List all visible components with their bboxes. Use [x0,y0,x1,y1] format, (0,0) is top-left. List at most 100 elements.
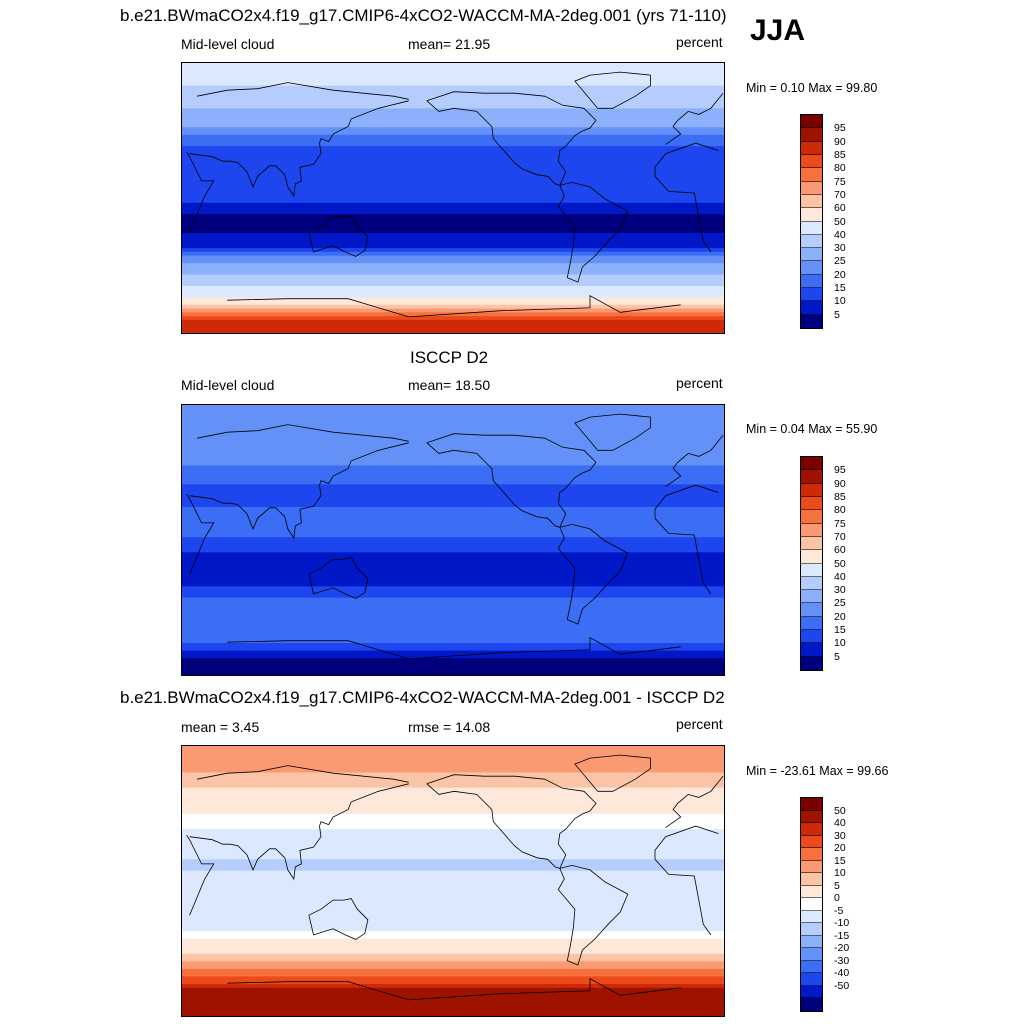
coastline [426,433,597,528]
map-latitude-band [182,323,724,329]
map-latitude-band [182,746,724,751]
map-latitude-band [182,202,724,208]
colorbar-swatch [801,154,822,169]
map-latitude-band [182,806,724,811]
colorbar-tick-label: -30 [834,954,850,967]
map-svg [182,63,724,333]
coastline [308,557,369,599]
coastline [197,82,724,145]
map-latitude-band [182,601,724,606]
panel-3-colorbar [800,797,823,1012]
map-latitude-band [182,244,724,249]
map-latitude-band [182,669,724,674]
map-latitude-band [182,586,724,591]
colorbar-swatch [801,510,822,524]
colorbar-tick-label: 90 [834,477,846,490]
map-latitude-band [182,270,724,276]
map-latitude-band [182,176,724,181]
map-latitude-band [182,274,724,279]
colorbar-swatch [801,948,822,961]
map-latitude-band [182,597,724,603]
colorbar-swatch [801,985,822,999]
colorbar-tick-label: -10 [834,917,850,930]
map-latitude-band [182,1002,724,1008]
map-latitude-band [182,552,724,557]
colorbar-tick-label: -15 [834,929,850,942]
map-latitude-band [182,442,724,448]
colorbar-tick-label: 60 [834,544,846,557]
coastline [186,484,719,595]
map-latitude-band [182,624,724,629]
colorbar-tick-label: 70 [834,530,846,543]
panel-2-mean-label: mean= 18.50 [408,377,491,393]
map-latitude-band [182,316,724,321]
map-latitude-band [182,70,724,75]
map-latitude-band [182,142,724,147]
colorbar-swatch [801,935,822,949]
map-latitude-band [182,616,724,621]
map-latitude-band [182,559,724,565]
coastline [557,523,629,625]
map-latitude-band [182,210,724,215]
map-latitude-band [182,764,724,770]
map-latitude-band [182,491,724,497]
map-latitude-band [182,427,724,433]
colorbar-swatch [801,603,822,617]
coastline [189,100,409,198]
map-latitude-band [182,446,724,451]
colorbar-tick-label: 60 [834,202,846,215]
coastline [426,774,597,869]
map-latitude-band [182,646,724,652]
map-latitude-band [182,100,724,106]
map-latitude-band [182,821,724,826]
colorbar-swatch [801,835,822,849]
colorbar-tick-label: 5 [834,308,840,321]
colorbar-tick-label: 15 [834,624,846,637]
coastline [574,754,651,792]
map-latitude-band [182,991,724,996]
colorbar-tick-label: 50 [834,804,846,817]
map-latitude-band [182,119,724,125]
panel-1-variable-label: Mid-level cloud [181,36,275,52]
colorbar-swatch [801,998,822,1011]
map-svg [182,746,724,1016]
map-latitude-band [182,938,724,944]
colorbar-tick-label: 25 [834,597,846,610]
colorbar-tick-label: 30 [834,829,846,842]
map-latitude-band [182,297,724,302]
map-latitude-band [182,217,724,223]
map-latitude-band [182,814,724,819]
map-latitude-band [182,423,724,429]
map-latitude-band [182,331,724,333]
panel-1-units-label: percent [676,34,723,50]
map-latitude-band [182,1014,724,1016]
colorbar-swatch [801,550,822,564]
colorbar-tick-label: 75 [834,517,846,530]
coastline [227,637,681,660]
map-latitude-band [182,191,724,196]
colorbar-tick-label: 15 [834,854,846,867]
map-latitude-band [182,514,724,519]
colorbar-swatch [801,288,822,302]
map-latitude-band [182,233,724,238]
colorbar-swatch [801,470,822,484]
colorbar-tick-label: 30 [834,242,846,255]
map-latitude-band [182,308,724,313]
colorbar-tick-label: 50 [834,557,846,570]
map-latitude-band [182,567,724,572]
map-latitude-band [182,285,724,291]
coastline [308,898,369,940]
map-latitude-band [182,195,724,200]
map-latitude-band [182,255,724,261]
map-latitude-band [182,556,724,561]
map-latitude-band [182,206,724,211]
map-latitude-band [182,798,724,804]
map-latitude-band [182,995,724,1000]
map-latitude-band [182,620,724,625]
colorbar-tick-label: 5 [834,650,840,663]
map-latitude-band [182,912,724,917]
map-latitude-band [182,950,724,955]
colorbar-tick-label: 80 [834,504,846,517]
colorbar-swatch [801,643,822,657]
colorbar-tick-label: 20 [834,610,846,623]
